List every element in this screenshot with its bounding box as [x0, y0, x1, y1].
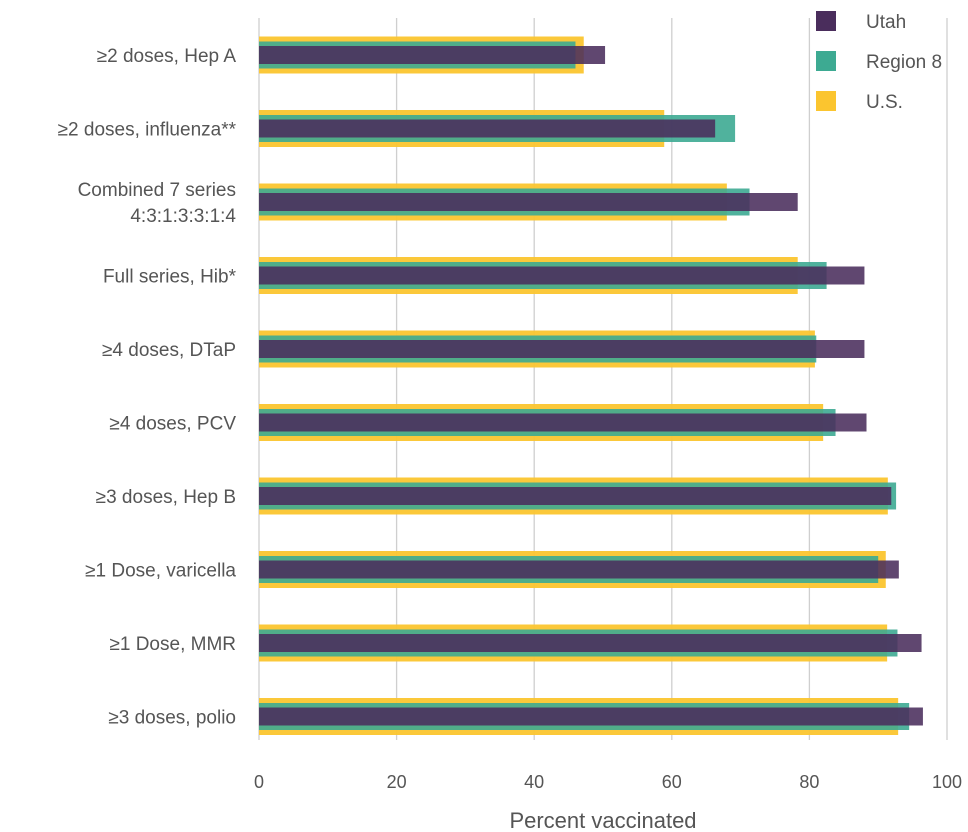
category-label: ≥4 doses, PCV — [109, 414, 236, 435]
bar-utah-9 — [259, 707, 923, 726]
bar-utah-2 — [259, 193, 798, 211]
x-tick-label-40: 40 — [524, 772, 544, 792]
category-label: ≥2 doses, Hep A — [97, 46, 237, 67]
legend-swatch — [816, 51, 836, 71]
x-tick-label-0: 0 — [254, 772, 264, 792]
bar-utah-7 — [259, 560, 899, 579]
legend: Utah Region 8 U.S. — [816, 11, 942, 113]
x-tick-label-60: 60 — [662, 772, 682, 792]
category-label: ≥2 doses, influenza** — [58, 120, 237, 141]
category-label: ≥3 doses, Hep B — [96, 487, 236, 508]
legend-swatch — [816, 91, 836, 111]
x-tick-label-100: 100 — [932, 772, 962, 792]
category-labels: ≥2 doses, Hep A ≥2 doses, influenza** Comb… — [58, 46, 237, 729]
category-label: ≥4 doses, DTaP — [102, 340, 236, 361]
category-label: Full series, Hib* — [103, 267, 237, 288]
x-tick-label-20: 20 — [387, 772, 407, 792]
x-tick-label-80: 80 — [799, 772, 819, 792]
bar-utah-5 — [259, 413, 867, 432]
bar-utah-4 — [259, 340, 865, 358]
category-label: 4:3:1:3:3:1:4 — [130, 206, 236, 227]
category-label: ≥1 Dose, MMR — [109, 634, 236, 655]
x-axis-title: Percent vaccinated — [509, 808, 696, 832]
legend-label: U.S. — [866, 92, 903, 113]
legend-label: Region 8 — [866, 52, 942, 73]
bar-utah-0 — [259, 46, 606, 64]
category-label: Combined 7 series — [78, 180, 236, 201]
category-label: ≥1 Dose, varicella — [85, 561, 236, 582]
bar-utah-6 — [259, 487, 892, 505]
legend-swatch — [816, 11, 836, 31]
bar-utah-8 — [259, 634, 922, 652]
bar-utah-1 — [259, 119, 716, 138]
bar-utah-3 — [259, 266, 865, 285]
legend-label: Utah — [866, 12, 906, 33]
x-tick-labels: 0 20 40 60 80 100 — [254, 772, 962, 792]
bars — [259, 36, 923, 735]
category-label: ≥3 doses, polio — [108, 708, 236, 729]
